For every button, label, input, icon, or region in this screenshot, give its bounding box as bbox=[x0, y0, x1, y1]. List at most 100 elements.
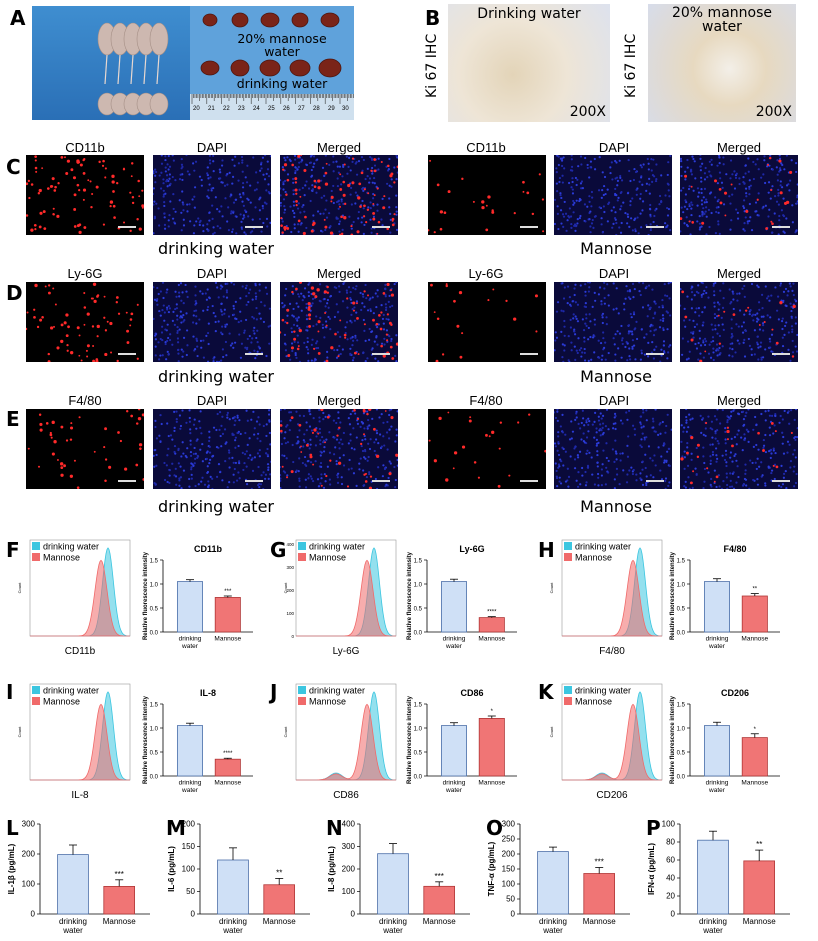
category-label: water bbox=[181, 643, 199, 650]
scale-bar bbox=[520, 353, 538, 355]
if-title-marker-e-right: F4/80 bbox=[469, 393, 503, 408]
if-title-merged-d-right: Merged bbox=[716, 266, 762, 281]
ruler-tick-label: 30 bbox=[342, 106, 349, 112]
y-tick-label: 1.0 bbox=[677, 583, 686, 589]
bar bbox=[741, 737, 768, 777]
category-label: drinking bbox=[443, 780, 466, 787]
bar bbox=[176, 581, 203, 633]
legend-label-mannose: Mannose bbox=[43, 697, 80, 707]
histogram-ylabel: Count bbox=[283, 726, 288, 738]
y-tick-label: 200 bbox=[22, 850, 36, 859]
if-title-merged-c-left: Merged bbox=[316, 140, 362, 155]
ruler-tick-label: 23 bbox=[238, 106, 245, 112]
histogram-mannose bbox=[296, 703, 396, 781]
category-label: Mannose bbox=[741, 636, 768, 643]
bar bbox=[214, 758, 241, 777]
ihc-mag-mannose: 200X bbox=[755, 104, 792, 120]
if-title-marker-c-right: CD11b bbox=[466, 140, 506, 155]
bar-chart-ylabel: TNF-α (pg/mL) bbox=[487, 841, 496, 896]
panel-letter-l: L bbox=[6, 816, 19, 840]
legend-swatch-drinking bbox=[32, 686, 40, 694]
bar bbox=[57, 854, 89, 915]
category-label: water bbox=[542, 926, 563, 935]
scale-bar bbox=[646, 226, 664, 228]
bar-chart-ylabel: IL-1β (pg/mL) bbox=[7, 843, 16, 894]
bar bbox=[704, 725, 731, 777]
histogram-xlabel: F4/80 bbox=[599, 646, 625, 657]
bar bbox=[741, 595, 768, 633]
if-title-marker-d-left: Ly-6G bbox=[67, 266, 103, 281]
bar bbox=[214, 597, 241, 633]
bar-chart-title: CD86 bbox=[460, 688, 483, 698]
category-label: water bbox=[62, 926, 83, 935]
if-image-marker bbox=[26, 282, 144, 362]
bar-chart-title: IL-8 bbox=[200, 688, 216, 698]
if-image-merged bbox=[680, 409, 798, 489]
y-tick-label: 1.0 bbox=[150, 727, 159, 733]
y-tick-label: 0.5 bbox=[677, 607, 686, 613]
ruler-labels: 20 21 22 23 24 25 26 27 28 29 30 bbox=[190, 106, 354, 116]
legend-swatch-mannose bbox=[298, 553, 306, 561]
ihc-title-mannose: 20% mannose water bbox=[671, 5, 772, 35]
if-title-merged-c-right: Merged bbox=[716, 140, 762, 155]
panel-letter-k: K bbox=[538, 680, 554, 704]
y-tick-label: 100 bbox=[182, 865, 196, 874]
category-label: Mannose bbox=[423, 917, 456, 926]
ihc-image-mannose: 20% mannose water 200X bbox=[648, 4, 796, 122]
y-tick-label: 40 bbox=[666, 874, 675, 883]
ruler-tick-label: 29 bbox=[328, 106, 335, 112]
scale-bar bbox=[772, 226, 790, 228]
panel-letter-g: G bbox=[270, 538, 287, 562]
if-title-marker-e-left: F4/80 bbox=[68, 393, 102, 408]
legend-swatch-drinking bbox=[298, 542, 306, 550]
panel-letter-d: D bbox=[6, 281, 23, 305]
y-tick-label: 0.5 bbox=[150, 751, 159, 757]
y-tick-label: 100 bbox=[22, 880, 36, 889]
scale-bar bbox=[520, 226, 538, 228]
panel-letter-c: C bbox=[6, 155, 21, 179]
histogram-xlabel: IL-8 bbox=[71, 790, 89, 801]
histogram-mannose bbox=[562, 703, 662, 781]
histogram-ytick: 0 bbox=[291, 634, 294, 639]
y-tick-label: 0 bbox=[511, 910, 516, 919]
if-title-dapi-e-right: DAPI bbox=[598, 393, 630, 408]
scale-bar bbox=[245, 226, 263, 228]
if-image-merged bbox=[680, 155, 798, 235]
if-title-dapi-d-right: DAPI bbox=[598, 266, 630, 281]
y-tick-label: 0 bbox=[31, 910, 36, 919]
significance-label: *** bbox=[115, 870, 124, 879]
legend-swatch-mannose bbox=[564, 697, 572, 705]
bar-chart-title: CD11b bbox=[194, 544, 223, 554]
bar-chart-ylabel: Relative fluorescence intensity bbox=[143, 695, 149, 784]
ihc-title-drinking: Drinking water bbox=[477, 6, 581, 22]
panel-letter-p: P bbox=[646, 816, 661, 840]
if-title-merged-d-left: Merged bbox=[316, 266, 362, 281]
category-label: Mannose bbox=[214, 636, 241, 643]
category-label: Mannose bbox=[214, 780, 241, 787]
significance-label: **** bbox=[223, 751, 233, 757]
bar-chart-title: CD206 bbox=[721, 688, 749, 698]
category-label: water bbox=[702, 926, 723, 935]
panel-letter-e: E bbox=[6, 407, 20, 431]
scale-bar bbox=[245, 353, 263, 355]
category-label: drinking bbox=[699, 917, 727, 926]
legend-label-drinking: drinking water bbox=[309, 542, 365, 552]
category-label: drinking bbox=[219, 917, 247, 926]
histogram-mannose bbox=[562, 559, 662, 637]
bar bbox=[217, 859, 249, 915]
ruler-tick-label: 20 bbox=[193, 106, 200, 112]
legend-label-drinking: drinking water bbox=[43, 686, 99, 696]
histogram-ytick: 200 bbox=[286, 588, 294, 593]
bar bbox=[440, 581, 467, 633]
y-tick-label: 1.5 bbox=[414, 559, 423, 565]
bar-chart-ylabel: IL-6 (pg/mL) bbox=[167, 846, 176, 892]
histogram-xlabel: Ly-6G bbox=[333, 646, 360, 657]
ruler-tick-label: 21 bbox=[208, 106, 215, 112]
bar bbox=[263, 884, 295, 915]
significance-label: * bbox=[754, 727, 757, 733]
histogram-ylabel: Count bbox=[549, 582, 554, 594]
histogram-xlabel: CD11b bbox=[65, 646, 96, 657]
legend-swatch-drinking bbox=[32, 542, 40, 550]
y-tick-label: 0.0 bbox=[677, 775, 686, 781]
